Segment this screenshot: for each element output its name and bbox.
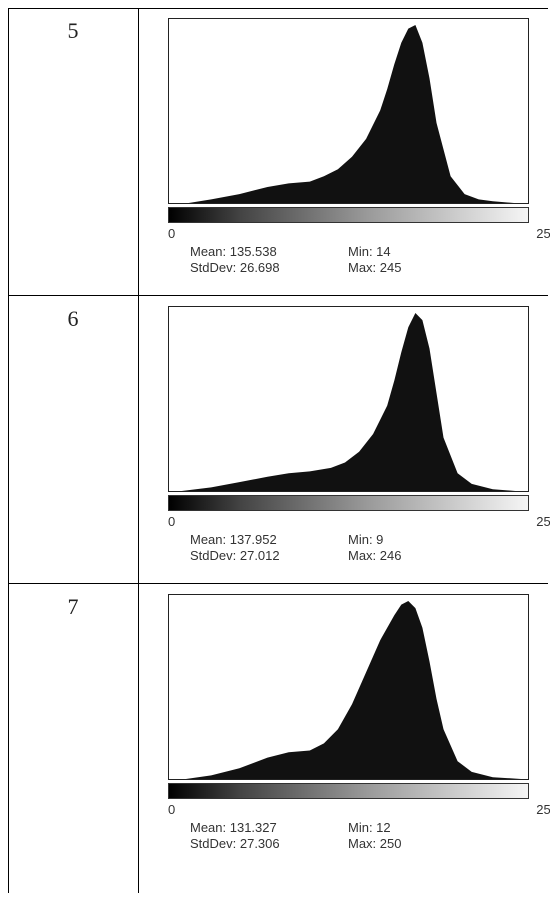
histogram-area: [188, 25, 514, 203]
row-divider: [8, 583, 548, 584]
mean-value: Mean: 135.538: [190, 244, 277, 259]
axis-min-label: 0: [168, 226, 176, 241]
histogram-plot: [168, 18, 529, 204]
grayscale-bar: [168, 495, 529, 511]
row-divider: [8, 8, 548, 9]
axis-max-label: 255: [536, 226, 550, 241]
min-value: Min: 14: [348, 244, 391, 259]
axis-min-label: 0: [168, 802, 176, 817]
max-value: Max: 245: [348, 260, 402, 275]
histogram-plot: [168, 594, 529, 780]
histogram-table: 5 0 255 Mean: 135.538 Min: 14 StdDev: 26…: [8, 8, 550, 893]
column-divider: [138, 8, 139, 893]
stddev-value: StdDev: 27.306: [190, 836, 280, 851]
row-label: 7: [67, 594, 79, 619]
table-row: 7 0 255 Mean: 131.327 Min: 12 StdDev: 27…: [8, 584, 550, 893]
histogram-svg: [185, 601, 521, 779]
histogram-area: [181, 313, 516, 491]
grayscale-bar: [168, 207, 529, 223]
min-value: Min: 12: [348, 820, 391, 835]
column-divider: [8, 8, 9, 893]
histogram-plot: [168, 306, 529, 492]
min-value: Min: 9: [348, 532, 384, 547]
axis-min-label: 0: [168, 514, 176, 529]
row-label: 6: [67, 306, 79, 331]
histogram-area: [185, 601, 521, 779]
axis-max-label: 255: [536, 802, 550, 817]
stddev-value: StdDev: 26.698: [190, 260, 280, 275]
row-label: 5: [67, 18, 79, 43]
stddev-value: StdDev: 27.012: [190, 548, 280, 563]
histogram-svg: [188, 25, 514, 203]
table-row: 6 0 255 Mean: 137.952 Min: 9 StdDev: 27.…: [8, 296, 550, 583]
max-value: Max: 250: [348, 836, 402, 851]
axis-max-label: 255: [536, 514, 550, 529]
mean-value: Mean: 131.327: [190, 820, 277, 835]
grayscale-bar: [168, 783, 529, 799]
row-divider: [8, 295, 548, 296]
max-value: Max: 246: [348, 548, 402, 563]
histogram-svg: [181, 313, 516, 491]
table-row: 5 0 255 Mean: 135.538 Min: 14 StdDev: 26…: [8, 8, 550, 295]
mean-value: Mean: 137.952: [190, 532, 277, 547]
